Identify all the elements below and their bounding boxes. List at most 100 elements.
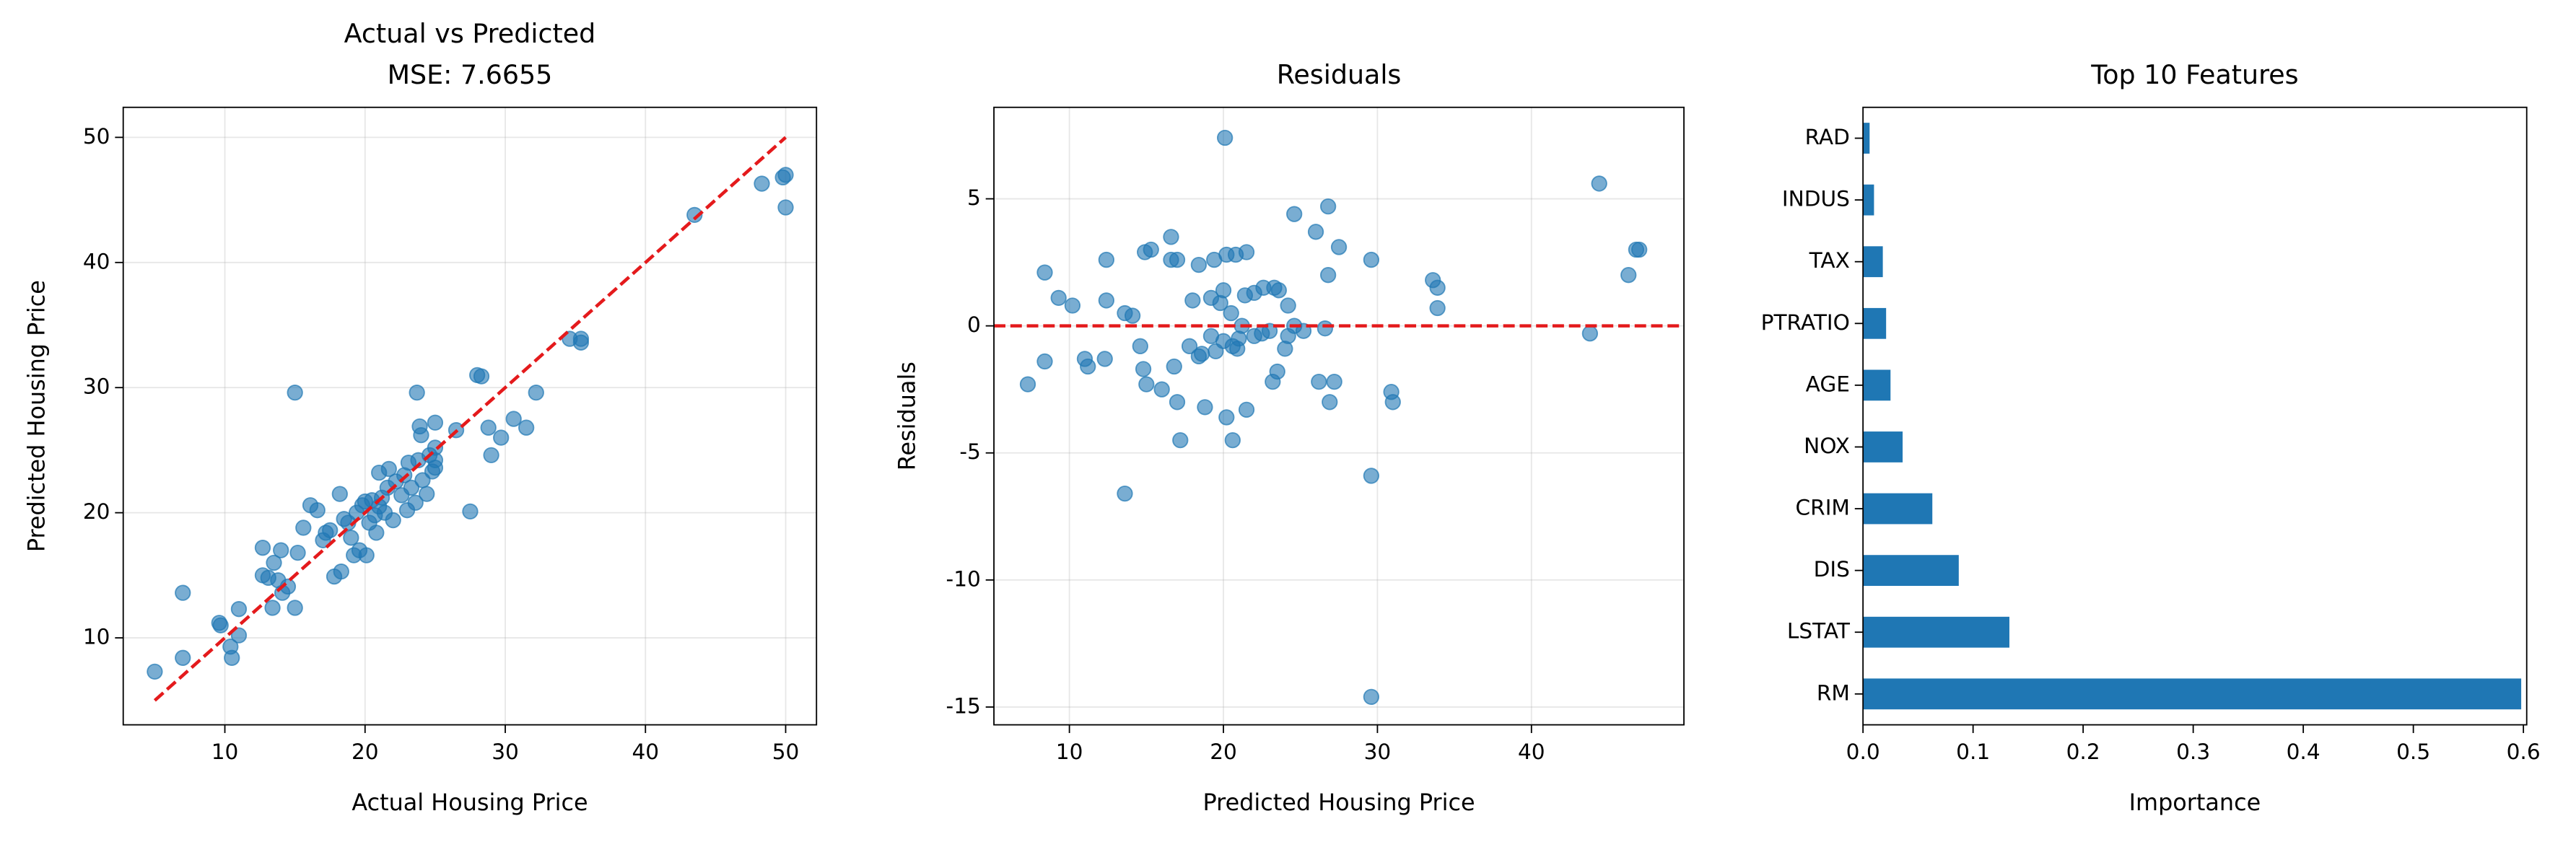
point [322, 522, 339, 539]
point [1429, 299, 1446, 317]
x-tick-label: 0.0 [1846, 740, 1880, 764]
y-tick-label: AGE [1806, 372, 1850, 396]
point [175, 584, 191, 601]
y-tick-label: 40 [83, 249, 110, 273]
point [483, 447, 499, 464]
point [287, 600, 303, 616]
y-tick-label: 50 [83, 124, 110, 149]
x-tick-label: 50 [772, 740, 800, 764]
y-tick-label: PTRATIO [1761, 310, 1850, 335]
x-tick-label: 30 [492, 740, 519, 764]
bar [1863, 555, 1959, 587]
point [427, 414, 444, 431]
point [1098, 292, 1114, 309]
bar [1863, 307, 1887, 339]
x-tick-label: 0.4 [2287, 740, 2320, 764]
point [147, 663, 163, 680]
plot-frame [993, 106, 1685, 726]
point [1117, 485, 1133, 502]
point [1215, 282, 1232, 299]
y-tick-label: 0 [967, 312, 981, 337]
point [1138, 376, 1155, 393]
point [1019, 376, 1036, 393]
point [1631, 241, 1648, 258]
y-tick-label: 30 [83, 374, 110, 399]
point [230, 627, 248, 644]
point [380, 460, 397, 478]
point [1322, 394, 1338, 411]
point [295, 519, 312, 536]
point [1181, 338, 1198, 354]
x-tick-label: 0.2 [2066, 740, 2100, 764]
y-tick-label: RM [1817, 680, 1850, 705]
point [1363, 251, 1380, 268]
bar [1863, 678, 2522, 710]
point [1280, 297, 1296, 314]
x-tick-label: 0.6 [2507, 740, 2541, 764]
point [572, 334, 590, 351]
x-tick-label: 0.1 [1956, 740, 1990, 764]
bar [1863, 246, 1883, 278]
point [1098, 251, 1114, 268]
point [266, 554, 282, 571]
point [407, 494, 424, 511]
y-tick-label: 10 [83, 625, 110, 649]
point [1319, 267, 1337, 284]
point [1143, 241, 1159, 258]
point [273, 542, 289, 558]
point [1132, 338, 1148, 354]
point [1050, 289, 1067, 307]
point [331, 486, 348, 502]
point [777, 167, 794, 183]
point [175, 649, 191, 666]
point [1076, 351, 1093, 367]
point [1425, 272, 1441, 289]
point [1036, 353, 1053, 370]
point [1383, 384, 1400, 400]
chart-title: Residuals [1277, 59, 1402, 90]
point [1163, 229, 1179, 245]
point [505, 411, 522, 427]
x-axis-label: Predicted Housing Price [1203, 789, 1475, 816]
point [1270, 282, 1287, 299]
bar [1863, 616, 2009, 648]
point [1218, 409, 1235, 426]
y-tick-label: 5 [967, 185, 981, 210]
x-axis-label: Actual Housing Price [352, 789, 588, 816]
x-tick-label: 0.3 [2176, 740, 2210, 764]
chart-title: Actual vs Predicted [344, 18, 596, 49]
point [1286, 206, 1303, 222]
point [1326, 373, 1342, 390]
y-tick-label: LSTAT [1787, 619, 1851, 644]
bar [1863, 431, 1903, 462]
point [1169, 251, 1186, 268]
x-tick-label: 40 [1518, 740, 1545, 764]
point [403, 479, 420, 496]
x-axis-label: Importance [2129, 789, 2261, 816]
point [473, 368, 490, 385]
point [409, 385, 425, 401]
x-tick-label: 10 [211, 740, 239, 764]
y-tick-label: TAX [1809, 248, 1850, 273]
bar [1863, 184, 1874, 216]
point [1363, 688, 1380, 705]
point [1064, 297, 1081, 314]
point [528, 385, 544, 401]
point [518, 419, 535, 436]
point [287, 385, 303, 401]
y-tick-label: INDUS [1782, 187, 1850, 211]
point [1169, 394, 1186, 411]
point [1224, 431, 1241, 449]
point [1197, 399, 1213, 416]
point [1184, 292, 1201, 309]
y-tick-label: RAD [1805, 125, 1850, 149]
point [1124, 307, 1141, 324]
plot-frame [1862, 106, 2528, 726]
chart-title: Top 10 Features [2090, 59, 2298, 90]
chart-subtitle: MSE: 7.6655 [388, 59, 553, 90]
point [419, 486, 435, 502]
point [1311, 373, 1327, 390]
point [333, 563, 349, 580]
point [1153, 381, 1170, 398]
point [309, 502, 326, 519]
